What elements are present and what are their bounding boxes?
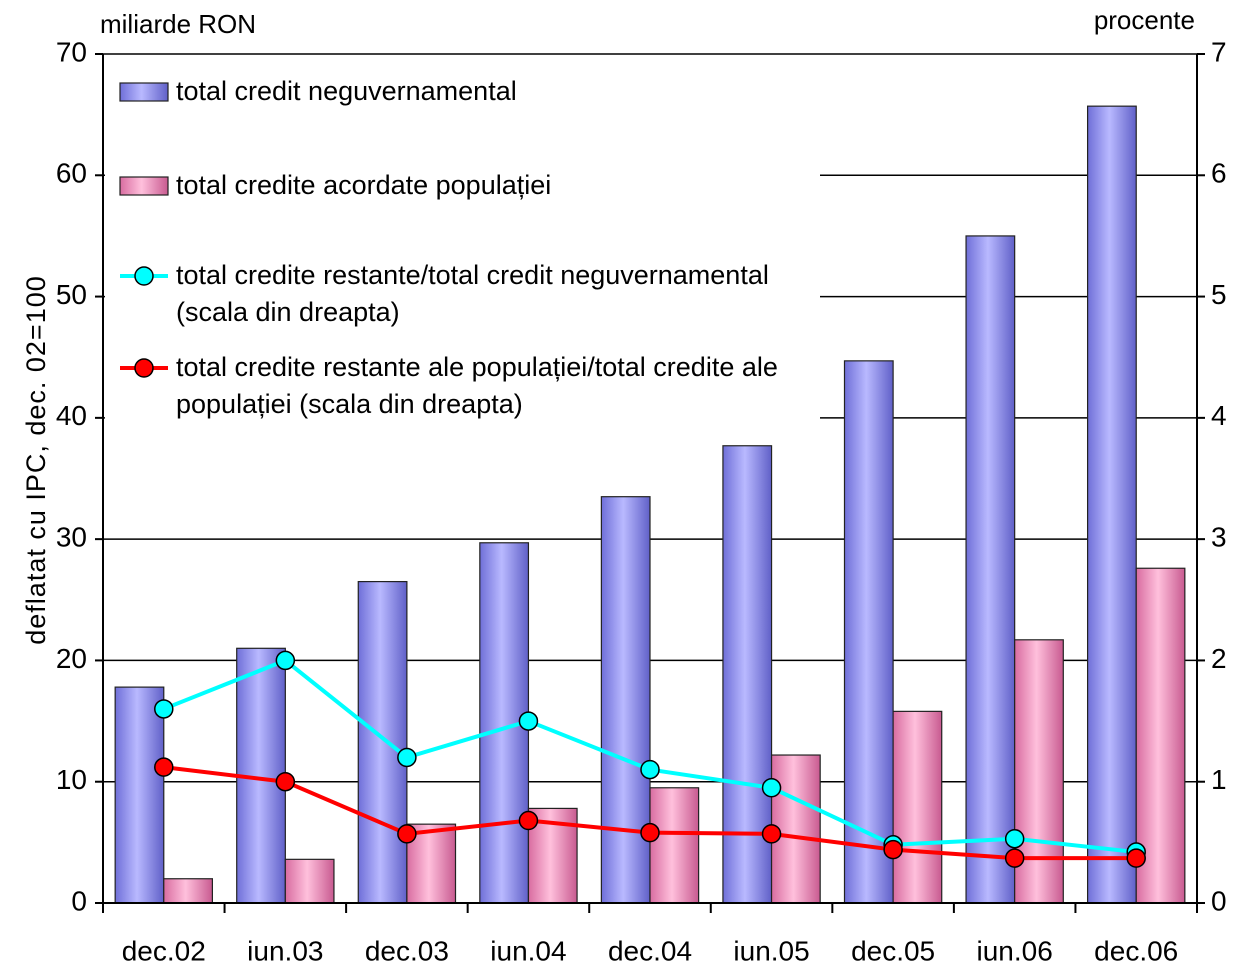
y2-tick-label: 4 <box>1211 400 1227 431</box>
legend-item: total credit neguvernamental <box>176 76 517 106</box>
x-tick-label: iun.05 <box>733 935 809 966</box>
bar <box>965 235 1016 904</box>
y-tick-label: 60 <box>56 158 87 189</box>
legend-swatch <box>119 82 169 102</box>
x-tick-label: iun.04 <box>490 935 566 966</box>
bar <box>649 787 700 904</box>
legend-label: total credite acordate populației <box>176 170 552 200</box>
x-tick-label: dec.05 <box>851 935 935 966</box>
y-tick-label: 30 <box>56 522 87 553</box>
bar <box>600 496 651 904</box>
lines <box>154 650 1146 868</box>
line-marker <box>761 824 782 844</box>
legend-swatch <box>119 176 169 196</box>
line-marker <box>1004 828 1025 849</box>
line-marker <box>640 822 660 843</box>
x-tick-label: dec.02 <box>122 935 206 966</box>
bar <box>284 858 335 904</box>
line-marker <box>275 771 296 792</box>
y-tick-label: 70 <box>56 36 87 67</box>
line-marker <box>761 778 782 798</box>
bar <box>1135 567 1186 904</box>
bar <box>722 445 773 904</box>
line-marker <box>397 747 417 768</box>
line-marker <box>640 759 660 780</box>
y2-tick-label: 6 <box>1211 158 1227 189</box>
legend-item: total credite acordate populației <box>176 170 552 200</box>
y-tick-label: 10 <box>56 764 87 795</box>
bar <box>114 686 165 904</box>
legend-marker <box>134 358 154 378</box>
legend-label: total credit neguvernamental <box>176 76 517 106</box>
line-marker <box>275 650 296 671</box>
line-marker <box>1004 848 1025 868</box>
y-tick-label: 0 <box>71 885 87 916</box>
y-label-right: procente <box>1094 5 1195 35</box>
bar <box>357 580 408 904</box>
legend-marker <box>134 266 154 286</box>
bars <box>114 105 1186 904</box>
x-tick-label: dec.03 <box>365 935 449 966</box>
legend-item: total credite restante/total credit negu… <box>176 260 769 327</box>
line-marker <box>397 824 417 844</box>
x-tick-label: dec.06 <box>1094 935 1178 966</box>
legend-label: total credite restante ale populației/to… <box>176 352 778 419</box>
line-marker <box>1126 848 1146 868</box>
y2-tick-label: 3 <box>1211 522 1227 553</box>
bar <box>892 710 943 904</box>
y2-tick-label: 7 <box>1211 36 1227 67</box>
y2-tick-label: 0 <box>1211 885 1227 916</box>
line-marker <box>154 699 174 719</box>
y2-tick-label: 2 <box>1211 643 1227 674</box>
bar <box>163 878 213 904</box>
y-tick-label: 40 <box>56 400 87 431</box>
line-marker <box>518 810 539 831</box>
bar <box>843 360 894 904</box>
y2-tick-label: 1 <box>1211 764 1227 795</box>
y-axis-title: deflatat cu IPC, dec. 02=100 <box>21 275 51 644</box>
legend-item: total credite restante ale populației/to… <box>176 352 778 419</box>
x-tick-label: iun.03 <box>247 935 323 966</box>
bar <box>1086 105 1137 904</box>
y-label-left: miliarde RON <box>100 9 256 39</box>
line-marker <box>154 757 174 777</box>
legend-label: total credite restante/total credit negu… <box>176 260 769 327</box>
x-tick-label: iun.06 <box>977 935 1053 966</box>
y-tick-label: 50 <box>56 279 87 310</box>
line-marker <box>518 711 539 731</box>
x-tick-label: dec.04 <box>608 935 692 966</box>
legend-background <box>105 56 820 441</box>
y-tick-label: 20 <box>56 643 87 674</box>
y2-tick-label: 5 <box>1211 279 1227 310</box>
line-marker <box>883 839 903 860</box>
